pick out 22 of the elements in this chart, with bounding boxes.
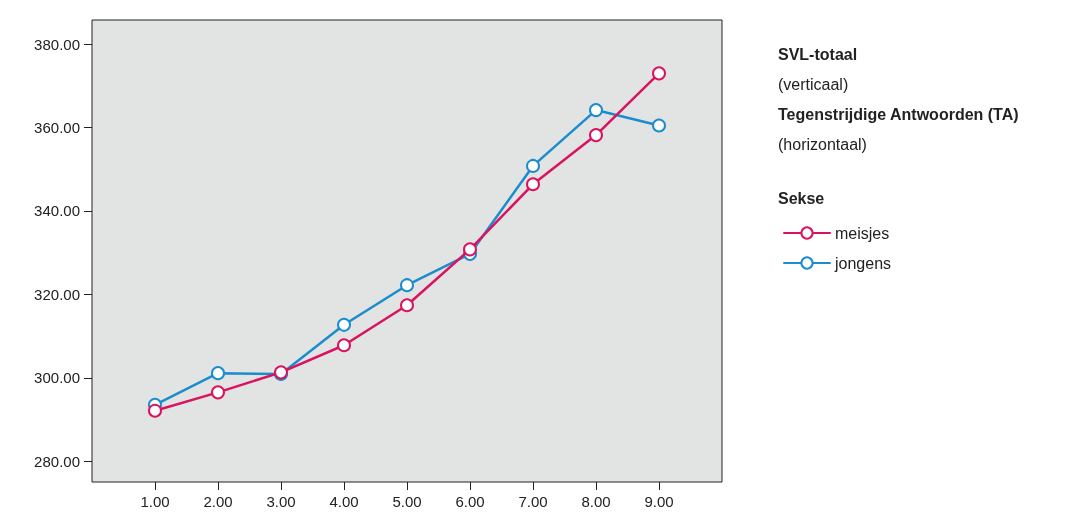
x-tick-label: 5.00 [392,493,422,510]
x-tick-label: 8.00 [581,493,611,510]
y-tick-label: 280.00 [34,452,80,470]
x-axis-title: Tegenstrijdige Antwoorden (TA) [778,105,1019,123]
legend-label: jongens [834,254,892,272]
x-tick-label: 6.00 [455,493,485,510]
text: (verticaal) [778,75,849,93]
y-axis-title: SVL-totaal [778,45,858,63]
y-tick-label: 380.00 [34,35,80,53]
y-tick-label: 300.00 [34,369,80,387]
legend-title: Sekse [778,189,825,207]
x-tick-label: 1.00 [140,493,170,510]
x-tick-label: 4.00 [329,493,359,510]
x-tick-label: 9.00 [644,493,674,510]
x-tick-label: 3.00 [266,493,296,510]
y-tick-label: 320.00 [34,285,80,303]
text: (horizontaal) [778,135,867,153]
x-tick-label: 7.00 [518,493,548,510]
x-tick-label: 2.00 [203,493,233,510]
legend-label: meisjes [835,224,890,242]
y-tick-label: 360.00 [34,119,80,137]
y-tick-label: 340.00 [34,202,80,220]
